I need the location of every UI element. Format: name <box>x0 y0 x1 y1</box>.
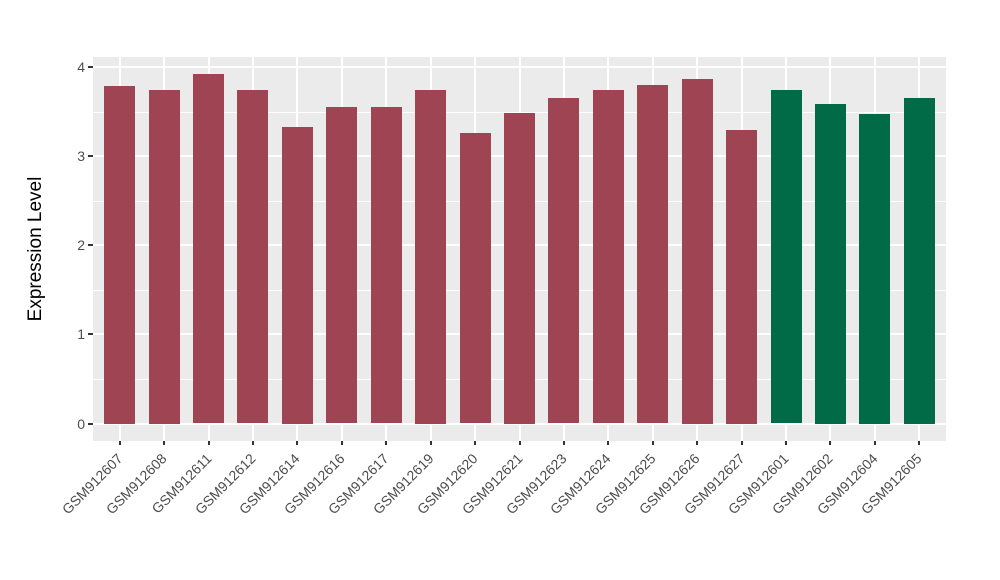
bar <box>149 90 180 424</box>
x-tick-mark <box>563 441 565 445</box>
bar <box>460 133 491 423</box>
bar <box>371 107 402 423</box>
bar <box>415 90 446 424</box>
x-tick-mark <box>696 441 698 445</box>
x-tick-mark <box>652 441 654 445</box>
x-tick-mark <box>519 441 521 445</box>
bar <box>193 74 224 423</box>
y-tick-label: 4 <box>77 59 85 75</box>
bar <box>548 98 579 423</box>
bar <box>726 130 757 424</box>
plot-panel <box>93 57 946 441</box>
y-tick-mark <box>88 155 93 157</box>
x-tick-mark <box>918 441 920 445</box>
y-tick-label: 0 <box>77 416 85 432</box>
x-tick-mark <box>163 441 165 445</box>
x-tick-mark <box>430 441 432 445</box>
x-tick-mark <box>252 441 254 445</box>
bar <box>237 90 268 423</box>
x-tick-mark <box>829 441 831 445</box>
bar <box>326 107 357 423</box>
bar <box>815 104 846 424</box>
x-tick-mark <box>208 441 210 445</box>
x-tick-mark <box>607 441 609 445</box>
bar <box>637 85 668 423</box>
bar <box>504 113 535 424</box>
x-tick-mark <box>341 441 343 445</box>
x-tick-mark <box>385 441 387 445</box>
y-gridline-major <box>93 66 946 68</box>
y-tick-mark <box>88 244 93 246</box>
x-tick-mark <box>119 441 121 445</box>
bar <box>859 114 890 424</box>
x-tick-mark <box>785 441 787 445</box>
x-tick-mark <box>741 441 743 445</box>
y-tick-mark <box>88 423 93 425</box>
x-tick-mark <box>296 441 298 445</box>
y-gridline-major <box>93 423 946 425</box>
y-tick-label: 3 <box>77 148 85 164</box>
x-tick-mark <box>874 441 876 445</box>
bar <box>682 79 713 424</box>
bar <box>282 127 313 424</box>
bar <box>593 90 624 423</box>
y-tick-label: 1 <box>77 326 85 342</box>
bar <box>104 86 135 424</box>
bar <box>904 98 935 424</box>
y-tick-mark <box>88 333 93 335</box>
y-tick-label: 2 <box>77 237 85 253</box>
y-tick-mark <box>88 66 93 68</box>
y-gridline-minor <box>93 112 946 113</box>
bar <box>771 90 802 423</box>
x-tick-mark <box>474 441 476 445</box>
